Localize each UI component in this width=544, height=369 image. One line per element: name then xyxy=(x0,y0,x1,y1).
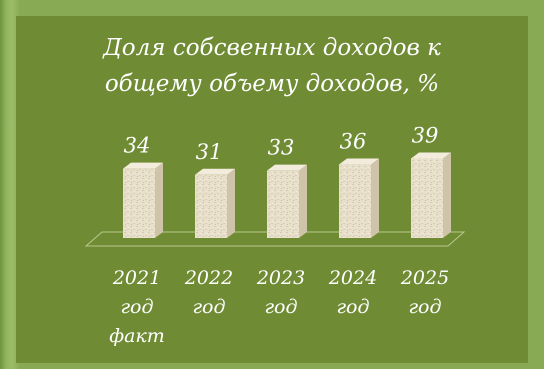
tick-label-4-line-0: 2025 xyxy=(400,267,449,289)
data-label-3: 36 xyxy=(340,130,367,154)
labels-group: 34 2021 год факт 31 2022 год 33 2023 год 36 2024 год… xyxy=(109,123,449,347)
chart-title-line-1: Доля собсвенных доходов к xyxy=(103,35,441,61)
tick-label-2-line-0: 2023 xyxy=(256,267,305,289)
bar-side-face xyxy=(443,152,451,238)
tick-label-2-line-1: год xyxy=(264,296,297,318)
bar-front-face xyxy=(411,158,443,238)
tick-label-0-line-1: год xyxy=(120,296,153,318)
bar-0 xyxy=(123,162,163,238)
bar-2 xyxy=(267,164,307,238)
tick-label-3-line-1: год xyxy=(336,296,369,318)
bar-front-face xyxy=(339,164,371,238)
tick-label-0-line-2: факт xyxy=(109,325,165,347)
tick-label-3-line-0: 2024 xyxy=(328,267,377,289)
data-label-1: 31 xyxy=(196,140,223,164)
bar-side-face xyxy=(227,168,235,238)
chart-panel: Доля собсвенных доходов к общему объему … xyxy=(16,16,528,363)
tick-label-1-line-0: 2022 xyxy=(184,267,233,289)
bar-1 xyxy=(195,168,235,238)
tick-label-1-line-1: год xyxy=(192,296,225,318)
tick-label-4-line-1: год xyxy=(408,296,441,318)
bar-top-face xyxy=(123,162,163,169)
bar-front-face xyxy=(267,170,299,238)
bar-front-face xyxy=(195,174,227,238)
data-label-0: 34 xyxy=(124,134,151,158)
bar-side-face xyxy=(155,162,163,238)
bar-top-face xyxy=(411,152,451,159)
bar-front-face xyxy=(123,168,155,238)
chart-title-line-2: общему объему доходов, % xyxy=(104,71,440,97)
bar-top-face xyxy=(339,158,379,165)
bar-4 xyxy=(411,152,451,238)
bar-top-face xyxy=(267,164,307,171)
bar-side-face xyxy=(371,158,379,238)
bars-group xyxy=(123,152,451,238)
data-label-4: 39 xyxy=(412,123,439,147)
bar-chart: 34 2021 год факт 31 2022 год 33 2023 год 36 2024 год… xyxy=(84,123,466,347)
bar-3 xyxy=(339,158,379,238)
chart-floor xyxy=(84,231,466,247)
chart-title: Доля собсвенных доходов к общему объему … xyxy=(16,30,528,102)
data-label-2: 33 xyxy=(268,136,295,160)
tick-label-0-line-0: 2021 xyxy=(112,267,161,289)
bar-side-face xyxy=(299,164,307,238)
bar-top-face xyxy=(195,168,235,175)
